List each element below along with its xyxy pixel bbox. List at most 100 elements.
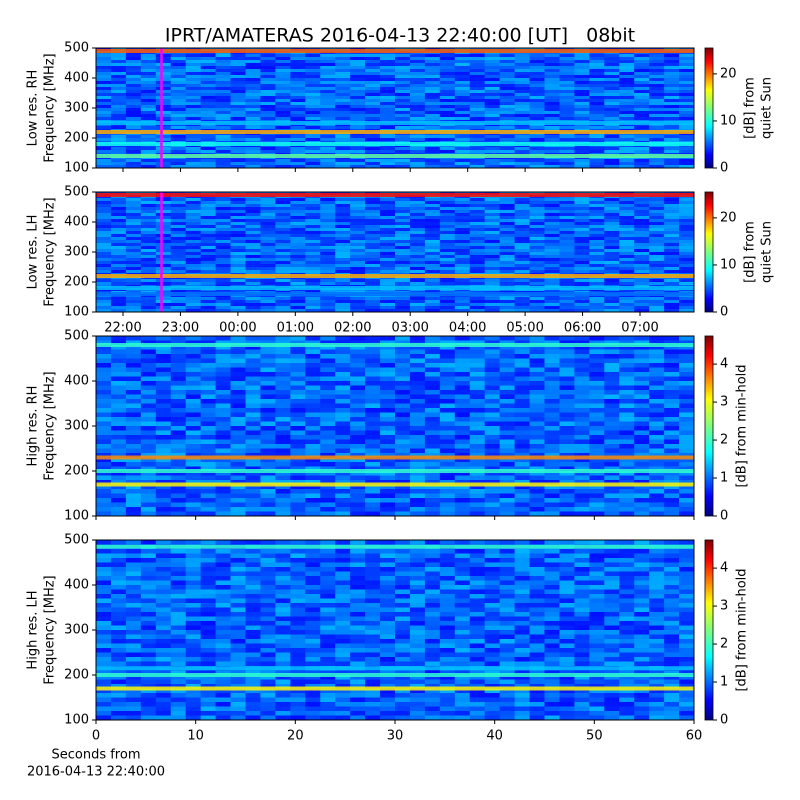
texture-cell [604,439,620,445]
texture-cell [619,210,635,214]
texture-cell [245,498,261,503]
texture-cell [275,237,291,241]
texture-cell [96,57,112,61]
texture-cell [155,234,172,238]
texture-cell [679,126,694,130]
texture-cell [290,306,306,310]
texture-cell [529,102,545,106]
texture-cell [275,399,291,404]
texture-cell [110,363,127,368]
texture-cell [275,87,291,91]
texture-cell [350,210,366,214]
texture-cell [664,90,680,94]
texture-cell [275,408,291,413]
texture-cell [305,385,321,391]
x-tick-label: 22:00 [104,321,141,336]
texture-cell [125,102,142,106]
texture-cell [320,165,336,168]
texture-cell [155,126,172,130]
texture-cell [499,403,516,409]
texture-cell [110,502,127,508]
texture-cell [454,78,471,82]
texture-cell [604,345,620,350]
texture-cell [679,228,694,232]
texture-cell [529,126,545,130]
texture-cell [170,417,187,422]
texture-cell [484,57,501,61]
texture-cell [380,159,396,163]
texture-cell [424,102,441,106]
texture-cell [484,198,501,202]
texture-cell [96,264,112,268]
texture-cell [589,430,605,436]
texture-cell [529,66,545,70]
texture-cell [155,381,172,386]
texture-cell [230,63,246,67]
texture-cell [380,412,396,418]
texture-cell [215,57,232,61]
texture-cell [395,390,411,395]
texture-cell [305,96,321,100]
texture-cell [200,126,217,130]
texture-cell [589,150,605,154]
texture-cell [395,484,411,490]
texture-cell [245,507,261,512]
texture-cell [634,219,650,223]
texture-cell [469,207,486,211]
texture-cell [155,96,172,100]
texture-cell [649,99,665,103]
texture-cell [395,306,411,310]
texture-cell [439,150,456,154]
texture-cell [185,216,202,220]
texture-cell [290,430,306,436]
texture-cell [305,117,321,121]
texture-cell [140,66,157,70]
texture-cell [125,213,142,217]
texture-cell [245,306,261,310]
texture-cell [544,540,560,545]
texture-cell [544,207,560,211]
texture-cell [335,201,351,205]
texture-cell [484,498,501,503]
texture-cell [125,258,142,262]
texture-cell [365,237,381,241]
texture-cell [395,102,411,106]
texture-cell [484,162,501,166]
texture-cell [395,345,411,350]
texture-cell [245,408,261,413]
texture-cell [305,358,321,364]
texture-cell [649,117,665,121]
texture-cell [664,213,680,217]
texture-cell [454,426,471,431]
texture-cell [305,471,321,476]
texture-cell [275,489,291,494]
texture-cell [649,162,665,166]
texture-cell [215,489,232,494]
texture-cell [634,111,650,115]
texture-cell [350,435,366,440]
texture-cell [514,243,531,247]
texture-cell [454,57,471,61]
texture-cell [439,279,456,283]
texture-cell [649,471,665,476]
texture-cell [395,421,411,427]
texture-cell [185,135,202,139]
texture-cell [619,502,635,508]
texture-cell [469,511,486,516]
texture-cell [529,255,545,259]
texture-cell [649,349,665,355]
texture-cell [200,309,217,312]
texture-cell [604,493,620,499]
texture-cell [275,213,291,217]
texture-cell [664,493,680,499]
texture-cell [664,336,680,341]
texture-cell [96,282,112,286]
texture-cell [409,54,426,58]
texture-cell [215,117,232,121]
texture-cell [185,99,202,103]
texture-cell [230,426,246,431]
texture-cell [619,345,635,350]
texture-cell [619,249,635,253]
texture-cell [305,484,321,490]
